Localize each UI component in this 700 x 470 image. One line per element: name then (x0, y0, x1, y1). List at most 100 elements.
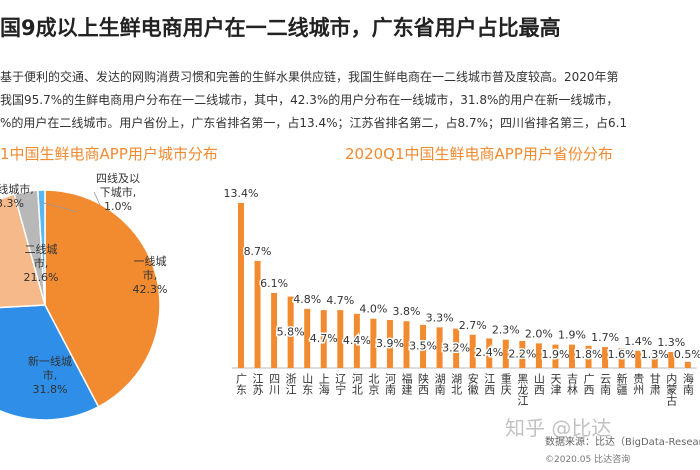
value-label: 1.3% (657, 336, 685, 349)
slice-name: 三线城市, (0, 183, 34, 196)
slice-value: 1.0% (104, 200, 132, 213)
x-tick-label: 河北 (350, 373, 363, 395)
x-tick-label: 海南 (681, 372, 694, 395)
x-tick-label: 四川 (268, 373, 281, 395)
bar (287, 296, 294, 368)
bar (502, 339, 509, 368)
pie-slice (0, 193, 46, 309)
bar (618, 348, 625, 368)
bar (684, 361, 691, 368)
bar (337, 310, 344, 368)
pie-slice (0, 304, 100, 421)
value-label: 8.7% (244, 245, 272, 258)
pie-slice (44, 189, 161, 408)
slice-name: 二线城市, (24, 243, 58, 270)
bar (635, 350, 642, 368)
pie-slice (36, 189, 46, 306)
x-tick-label: 上海 (317, 373, 330, 396)
value-label: 3.9% (376, 337, 404, 350)
pie-label: 四线及以下城市, 1.0% (92, 172, 144, 214)
bar (453, 328, 460, 368)
bar (602, 347, 609, 368)
value-label: 5.8% (277, 325, 305, 338)
x-tick-label: 湖南 (433, 373, 446, 395)
slice-name: 四线及以下城市, (96, 172, 140, 199)
slide-title: 国9成以上生鲜电商用户在一二线城市，广东省用户占比最高 (0, 16, 561, 40)
value-label: 2.4% (475, 346, 503, 359)
copyright: ©2020.05 比达咨询 (545, 455, 631, 465)
value-label: 3.3% (426, 311, 454, 324)
x-tick-label: 福建 (400, 372, 413, 396)
bar (535, 343, 542, 368)
bar (353, 313, 360, 368)
x-tick-label: 吉林 (566, 373, 579, 395)
x-tick-label: 山东 (301, 373, 314, 395)
bar (436, 327, 443, 368)
slice-value: 3.3% (0, 197, 24, 210)
slice-name: 新一线城市, (28, 355, 72, 382)
x-tick-label: 内蒙古 (665, 372, 678, 406)
x-tick-label: 安徽 (466, 372, 479, 396)
x-tick-label: 天津 (549, 373, 562, 395)
bar (519, 340, 526, 368)
pie-label: 新一线城市, 31.8% (25, 355, 75, 397)
slice-value: 31.8% (32, 383, 68, 396)
x-tick-label: 黑龙江 (516, 373, 529, 406)
x-tick-label: 贵州 (632, 373, 645, 395)
x-tick-label: 山西 (532, 373, 545, 395)
bar (238, 203, 244, 368)
x-tick-label: 辽宁 (334, 373, 347, 395)
value-label: 4.7% (326, 294, 354, 307)
value-label: 2.2% (508, 347, 536, 360)
value-label: 3.2% (442, 341, 470, 354)
bar-title: 2020Q1中国生鲜电商APP用户省份分布 (345, 145, 613, 163)
x-tick-label: 甘肃 (648, 373, 661, 396)
x-tick-label: 云南 (599, 373, 612, 395)
value-label: 4.7% (310, 332, 338, 345)
leader-line (39, 201, 79, 213)
paragraph-line: 我国95.7%的生鲜电商用户分布在一二线城市，其中，42.3%的用户分布在一线城… (0, 93, 619, 107)
value-label: 0.5% (674, 348, 700, 361)
slice-value: 42.3% (132, 283, 168, 296)
x-tick-label: 江西 (483, 373, 496, 395)
x-tick-label: 浙江 (284, 373, 297, 395)
value-label: 2.3% (492, 324, 520, 337)
value-label: 6.1% (260, 277, 288, 290)
value-label: 2.7% (459, 319, 487, 332)
pie-label: 二线城市, 21.6% (20, 243, 62, 285)
value-label: 4.8% (293, 293, 321, 306)
x-tick-label: 江苏 (251, 373, 264, 396)
value-label: 1.9% (558, 329, 586, 342)
x-tick-label: 陕西 (417, 372, 430, 395)
value-label: 13.4% (224, 187, 259, 200)
value-label: 1.4% (624, 335, 652, 348)
pie-label: 三线城市, 3.3% (0, 183, 40, 211)
leader-line (93, 191, 101, 206)
bar (552, 344, 559, 368)
bar (585, 345, 592, 368)
bar (569, 344, 575, 368)
slice-value: 21.6% (23, 271, 59, 284)
x-tick-label: 北京 (367, 373, 380, 396)
x-tick-label: 广西 (582, 373, 595, 395)
value-label: 1.9% (541, 348, 569, 361)
bar (370, 318, 377, 368)
bar (420, 324, 427, 368)
x-tick-label: 新疆 (615, 372, 628, 395)
watermark: 知乎 @比达 (505, 416, 612, 440)
slice-name: 一线城市, (133, 255, 167, 282)
value-label: 1.3% (641, 348, 669, 361)
x-tick-label: 重庆 (499, 372, 512, 396)
bar (386, 319, 393, 368)
pie-label: 一线城市, 42.3% (128, 255, 172, 297)
x-tick-label: 湖北 (450, 373, 463, 395)
value-label: 1.8% (575, 348, 603, 361)
value-label: 4.0% (359, 303, 387, 316)
bar (469, 334, 476, 368)
bar (254, 260, 261, 368)
value-label: 2.0% (525, 327, 553, 340)
x-tick-label: 河南 (383, 373, 396, 395)
bar (668, 351, 675, 368)
bar (271, 292, 278, 368)
